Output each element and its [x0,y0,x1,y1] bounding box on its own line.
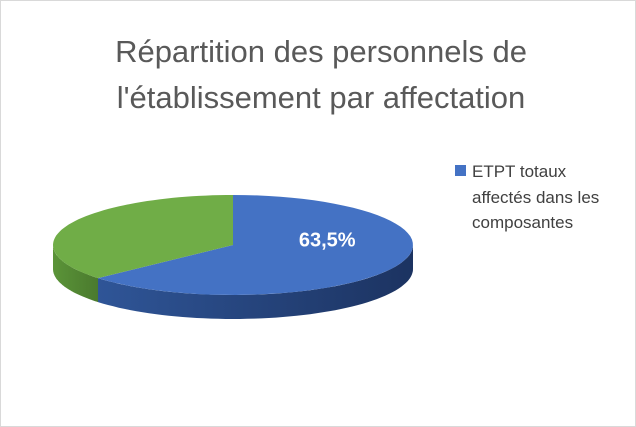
pie-side [98,245,413,319]
chart-title: Répartition des personnels de l'établiss… [115,34,527,115]
pie-slice [53,195,233,279]
pie-slice [98,195,413,295]
data-label: 63,5% [299,229,356,251]
pie-side [53,245,98,303]
legend-swatch [455,165,466,176]
legend-label: ETPT totaux affectés dans les composante… [472,162,600,232]
